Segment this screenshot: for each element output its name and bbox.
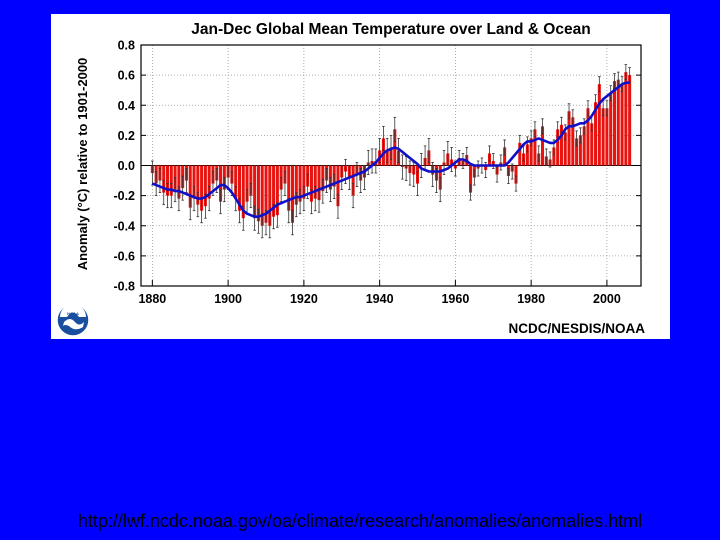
bar	[628, 75, 632, 166]
bar	[605, 108, 609, 166]
bar	[552, 147, 556, 166]
y-tick-label: -0.6	[113, 249, 135, 263]
bar	[559, 124, 563, 166]
bar	[291, 165, 295, 223]
bar	[177, 165, 181, 199]
x-tick-label: 2000	[593, 292, 621, 306]
bar	[166, 165, 170, 196]
bar	[518, 142, 522, 166]
bar	[556, 129, 560, 166]
bar	[256, 165, 260, 222]
bar	[188, 165, 192, 208]
bar	[609, 93, 613, 166]
bar	[253, 165, 257, 219]
x-tick-label: 1940	[366, 292, 394, 306]
bar	[563, 132, 567, 166]
y-tick-label: 0.6	[118, 69, 135, 83]
x-tick-label: 1900	[214, 292, 242, 306]
bar	[260, 165, 264, 226]
bar	[298, 165, 302, 202]
bar	[597, 84, 601, 166]
y-axis-label: Anomaly (°C) relative to 1901-2000	[75, 58, 90, 271]
bar	[287, 165, 291, 211]
bar	[313, 165, 317, 199]
bar	[469, 165, 473, 193]
bar	[234, 165, 238, 199]
bar	[503, 147, 507, 166]
x-tick-label: 1880	[138, 292, 166, 306]
bar	[594, 102, 598, 166]
y-tick-label: 0.2	[118, 129, 135, 143]
bar	[169, 165, 173, 196]
y-tick-label: 0.4	[118, 99, 135, 113]
bar	[237, 165, 241, 211]
bar	[302, 165, 306, 199]
bar	[571, 117, 575, 166]
bar	[567, 111, 571, 166]
bar	[192, 165, 196, 199]
bar	[336, 165, 340, 207]
source-url-text: http://lwf.ncdc.noaa.gov/oa/climate/rese…	[77, 511, 643, 531]
bar	[317, 165, 321, 201]
bar	[272, 165, 276, 217]
bar	[529, 138, 533, 166]
bar	[268, 165, 272, 226]
bar	[275, 165, 279, 216]
x-tick-label: 1980	[517, 292, 545, 306]
bar	[624, 72, 628, 166]
bar	[249, 165, 253, 196]
y-tick-label: 0.0	[118, 159, 135, 173]
bar	[351, 165, 355, 196]
bar	[575, 138, 579, 166]
y-tick-label: -0.2	[113, 189, 135, 203]
bar	[219, 165, 223, 202]
y-tick-label: -0.8	[113, 280, 135, 294]
y-tick-label: -0.4	[113, 219, 135, 233]
bar	[525, 144, 529, 166]
bar	[586, 108, 590, 166]
bar	[241, 165, 245, 219]
bar	[590, 123, 594, 166]
bar	[200, 165, 204, 211]
bar	[612, 81, 616, 166]
bar	[514, 165, 518, 184]
x-tick-label: 1920	[290, 292, 318, 306]
chart-title: Jan-Dec Global Mean Temperature over Lan…	[191, 21, 590, 38]
noaa-logo-icon: NOAA	[56, 303, 90, 337]
bar	[582, 126, 586, 166]
chart-svg: Jan-Dec Global Mean Temperature over Lan…	[56, 21, 645, 337]
logo-text: NOAA	[67, 311, 79, 316]
smoothed-trend-line	[151, 81, 630, 218]
bar	[245, 165, 249, 202]
bar	[309, 165, 313, 202]
y-tick-label: 0.8	[118, 39, 135, 53]
bar	[578, 135, 582, 166]
bar	[533, 129, 537, 166]
bar	[207, 165, 211, 199]
smooth-line-layer	[151, 81, 630, 218]
bar	[616, 79, 620, 166]
bar	[196, 165, 200, 205]
bar	[321, 165, 325, 192]
chart-credit: NCDC/NESDIS/NOAA	[508, 321, 645, 336]
bar	[294, 165, 298, 205]
x-tick-label: 1960	[441, 292, 469, 306]
bar	[620, 84, 624, 166]
bar	[541, 126, 545, 166]
chart-panel: Jan-Dec Global Mean Temperature over Lan…	[51, 14, 670, 339]
bar	[203, 165, 207, 207]
bar	[264, 165, 268, 223]
bar	[601, 108, 605, 166]
bar	[162, 165, 166, 193]
